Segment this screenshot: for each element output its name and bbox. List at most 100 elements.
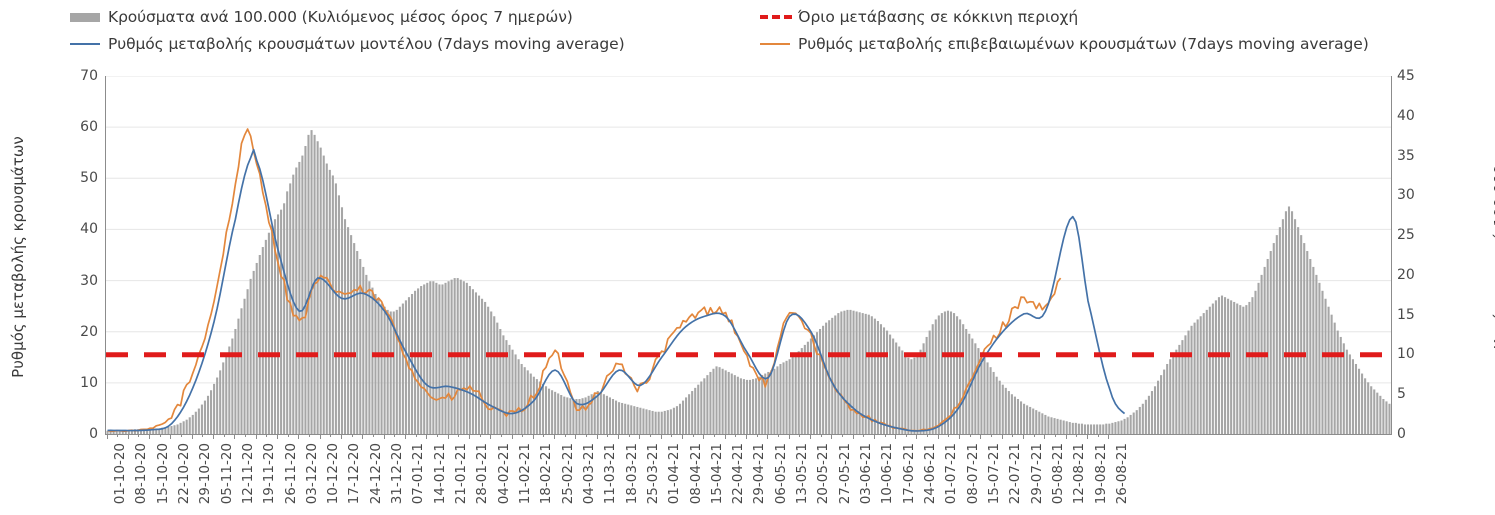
x-tick-minor: [245, 434, 247, 437]
x-tick-label: 21-01-21: [453, 443, 470, 505]
x-tick-minor: [714, 434, 715, 437]
x-tick-label: 19-11-20: [261, 443, 278, 505]
x-tick: [277, 434, 279, 439]
x-tick-label: 19-08-21: [1092, 443, 1109, 505]
y-tick-label: 25: [1397, 227, 1415, 244]
x-tick: [404, 434, 406, 439]
x-tick-minor: [543, 434, 545, 437]
x-tick-minor: [820, 434, 822, 437]
x-tick: [554, 434, 556, 439]
x-tick: [980, 434, 982, 439]
x-tick-label: 03-06-21: [858, 443, 875, 505]
x-tick: [1044, 434, 1046, 439]
x-tick-label: 24-06-21: [921, 443, 938, 505]
x-tick-label: 10-12-20: [325, 443, 342, 505]
x-tick-label: 31-12-20: [389, 443, 406, 505]
x-tick: [852, 434, 854, 439]
y-tick-label: 0: [1397, 426, 1406, 442]
x-tick-minor: [181, 434, 183, 437]
x-tick-minor: [1055, 434, 1057, 437]
legend-label-model: Ρυθμός μεταβολής κρουσμάτων μοντέλου (7d…: [108, 35, 625, 53]
x-tick: [767, 434, 769, 439]
x-tick: [895, 434, 897, 439]
x-tick-label: 26-11-20: [282, 443, 299, 505]
x-tick-label: 12-08-21: [1071, 443, 1088, 505]
x-tick-minor: [884, 434, 886, 437]
x-tick: [234, 434, 236, 439]
x-tick: [298, 434, 300, 439]
legend-item-threshold[interactable]: Όριο μετάβασης σε κόκκινη περιοχή: [760, 8, 1078, 26]
x-tick-label: 03-12-20: [303, 443, 320, 505]
x-tick-minor: [266, 434, 268, 437]
y-tick-label: 5: [1397, 386, 1406, 403]
x-tick-label: 08-04-21: [687, 443, 704, 505]
x-tick-label: 08-10-20: [133, 443, 150, 505]
y-tick-label: 70: [80, 68, 98, 84]
y-tick-label: 20: [1397, 266, 1415, 283]
x-tick-label: 12-11-20: [239, 443, 256, 505]
x-tick: [788, 434, 790, 439]
y-tick-label: 40: [80, 221, 98, 238]
x-tick-label: 01-04-21: [666, 443, 683, 505]
x-tick-minor: [1097, 434, 1099, 437]
x-tick-minor: [927, 434, 929, 437]
x-tick: [468, 434, 470, 439]
x-tick: [703, 434, 705, 439]
legend-item-cases[interactable]: Κρούσματα ανά 100.000 (Κυλιόμενος μέσος …: [70, 8, 573, 26]
x-tick: [1087, 434, 1089, 439]
legend-item-confirmed[interactable]: Ρυθμός μεταβολής επιβεβαιωμένων κρουσμάτ…: [760, 35, 1369, 53]
y-tick-label: 60: [80, 119, 98, 136]
plot-svg: [106, 76, 1391, 434]
x-tick-minor: [202, 434, 204, 437]
x-tick-minor: [991, 434, 993, 437]
x-tick-minor: [650, 434, 652, 437]
x-tick-label: 17-06-21: [900, 443, 917, 505]
y-tick-label: 35: [1397, 147, 1415, 164]
x-tick-minor: [159, 434, 161, 437]
x-tick-minor: [841, 434, 843, 437]
x-tick: [127, 434, 129, 439]
x-tick: [170, 434, 172, 439]
x-tick-label: 24-12-20: [367, 443, 384, 505]
x-tick-minor: [458, 434, 460, 437]
legend-label-threshold: Όριο μετάβασης σε κόκκινη περιοχή: [798, 8, 1079, 26]
line-swatch-icon: [760, 43, 790, 45]
x-tick: [319, 434, 321, 439]
x-tick-label: 13-05-21: [794, 443, 811, 505]
x-tick: [575, 434, 577, 439]
y-tick-label: 20: [80, 323, 98, 340]
x-tick-minor: [863, 434, 865, 437]
x-tick-label: 14-01-21: [431, 443, 448, 505]
x-tick-label: 25-03-21: [644, 443, 661, 505]
x-tick-label: 07-01-21: [410, 443, 427, 505]
x-tick-minor: [799, 434, 801, 437]
x-tick-label: 08-07-21: [964, 443, 981, 505]
x-tick-label: 18-03-21: [623, 443, 640, 505]
x-tick-label: 22-07-21: [1007, 443, 1024, 505]
x-tick-minor: [628, 434, 630, 437]
x-tick-minor: [607, 434, 609, 437]
x-tick-minor: [756, 434, 758, 437]
x-tick: [682, 434, 684, 439]
x-tick-minor: [223, 434, 225, 437]
x-tick-label: 18-02-21: [538, 443, 555, 505]
bar-series: [106, 130, 1391, 434]
dashed-line-swatch-icon: [760, 15, 792, 19]
x-tick-label: 04-03-21: [580, 443, 597, 505]
x-tick-minor: [671, 434, 673, 437]
y-tick-label: 50: [80, 170, 98, 187]
x-tick: [1001, 434, 1003, 439]
legend-label-confirmed: Ρυθμός μεταβολής επιβεβαιωμένων κρουσμάτ…: [798, 35, 1369, 53]
x-tick-label: 11-02-21: [517, 443, 533, 505]
y-tick-label: 10: [1397, 346, 1415, 363]
x-tick-label: 22-04-21: [730, 443, 747, 505]
x-tick-minor: [1033, 434, 1035, 437]
x-tick-minor: [394, 434, 396, 437]
x-tick: [511, 434, 513, 439]
y-tick-label: 30: [80, 272, 98, 289]
legend-item-model[interactable]: Ρυθμός μεταβολής κρουσμάτων μοντέλου (7d…: [70, 35, 625, 53]
x-tick-label: 15-07-21: [985, 443, 1002, 505]
x-tick-label: 20-05-21: [815, 443, 832, 505]
x-tick: [937, 434, 939, 439]
